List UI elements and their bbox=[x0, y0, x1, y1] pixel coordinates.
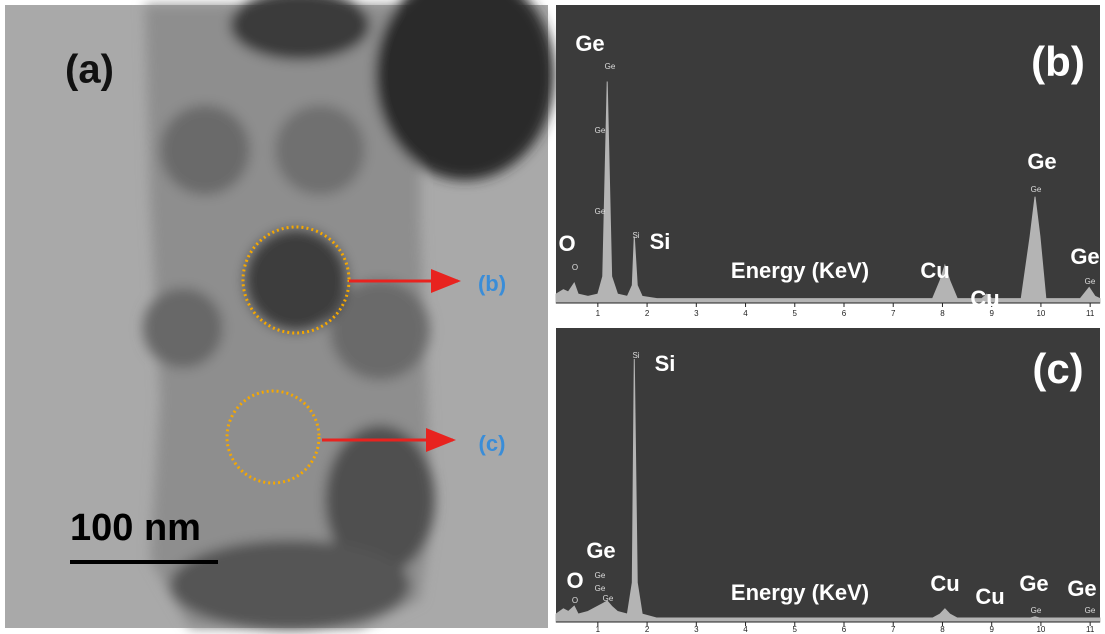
x-tick-label: 3 bbox=[694, 625, 699, 634]
x-tick-label: 11 bbox=[1086, 625, 1095, 634]
element-label: O bbox=[566, 568, 583, 593]
peak-label: Ge bbox=[595, 126, 606, 135]
x-tick-label: 7 bbox=[891, 309, 896, 318]
peak-label: Ge bbox=[595, 207, 606, 216]
x-tick-label: 8 bbox=[940, 625, 945, 634]
x-tick-label: 11 bbox=[1086, 309, 1095, 318]
x-tick-label: 9 bbox=[989, 625, 994, 634]
element-label: Ge bbox=[1070, 244, 1099, 269]
panel-label: (b) bbox=[1031, 38, 1085, 85]
element-label: Ge bbox=[575, 31, 604, 56]
peak-label: O bbox=[572, 596, 578, 605]
tem-image: (b) (c) (a) 100 nm bbox=[5, 0, 555, 630]
particle bbox=[244, 228, 348, 332]
x-tick-label: 2 bbox=[645, 625, 650, 634]
x-tick-label: 4 bbox=[743, 309, 748, 318]
peak-label: Ge bbox=[1085, 277, 1096, 286]
figure: (b) (c) (a) 100 nm 1234567891011GeOSiCuC… bbox=[0, 0, 1105, 634]
x-tick-label: 10 bbox=[1036, 625, 1045, 634]
marker-label: (c) bbox=[479, 431, 506, 456]
x-tick-label: 2 bbox=[645, 309, 650, 318]
element-label: Ge bbox=[1027, 149, 1056, 174]
x-tick-label: 5 bbox=[793, 625, 798, 634]
x-tick-label: 3 bbox=[694, 309, 699, 318]
page: (b) (c) (a) 100 nm 1234567891011GeOSiCuC… bbox=[0, 0, 1105, 634]
peak-label: Si bbox=[632, 231, 639, 240]
axis-strip bbox=[556, 303, 1100, 322]
x-tick-label: 6 bbox=[842, 309, 847, 318]
element-label: Cu bbox=[970, 286, 999, 311]
element-label: Cu bbox=[930, 571, 959, 596]
element-label: Cu bbox=[975, 584, 1004, 609]
peak-label: Ge bbox=[1031, 185, 1042, 194]
x-tick-label: 10 bbox=[1036, 309, 1045, 318]
x-tick-label: 1 bbox=[596, 625, 601, 634]
element-label: Si bbox=[650, 229, 671, 254]
peak-label: Ge bbox=[1031, 606, 1042, 615]
peak-label: Ge bbox=[605, 62, 616, 71]
element-label: Si bbox=[655, 351, 676, 376]
element-label: Ge bbox=[1019, 571, 1048, 596]
element-label: Cu bbox=[920, 258, 949, 283]
panel-label: (c) bbox=[1032, 345, 1083, 392]
marker-label: (b) bbox=[478, 271, 506, 296]
x-tick-label: 7 bbox=[891, 625, 896, 634]
peak-label: Ge bbox=[595, 584, 606, 593]
x-tick-label: 1 bbox=[596, 309, 601, 318]
element-label: Ge bbox=[586, 538, 615, 563]
x-tick-label: 6 bbox=[842, 625, 847, 634]
peak-label: Ge bbox=[603, 594, 614, 603]
particle bbox=[275, 105, 365, 195]
peak-label: Si bbox=[632, 351, 639, 360]
peak-label: O bbox=[572, 263, 578, 272]
particle bbox=[160, 105, 250, 195]
particle bbox=[170, 540, 410, 630]
particle bbox=[143, 288, 223, 368]
x-axis-label: Energy (KeV) bbox=[731, 580, 869, 605]
x-tick-label: 8 bbox=[940, 309, 945, 318]
scale-bar-label: 100 nm bbox=[70, 507, 201, 549]
panel-label: (a) bbox=[65, 48, 114, 92]
x-tick-label: 4 bbox=[743, 625, 748, 634]
peak-label: Ge bbox=[1085, 606, 1096, 615]
peak-label: Ge bbox=[595, 571, 606, 580]
x-axis-label: Energy (KeV) bbox=[731, 258, 869, 283]
axis-strip bbox=[556, 622, 1100, 634]
element-label: O bbox=[558, 231, 575, 256]
element-label: Ge bbox=[1067, 576, 1096, 601]
x-tick-label: 5 bbox=[793, 309, 798, 318]
